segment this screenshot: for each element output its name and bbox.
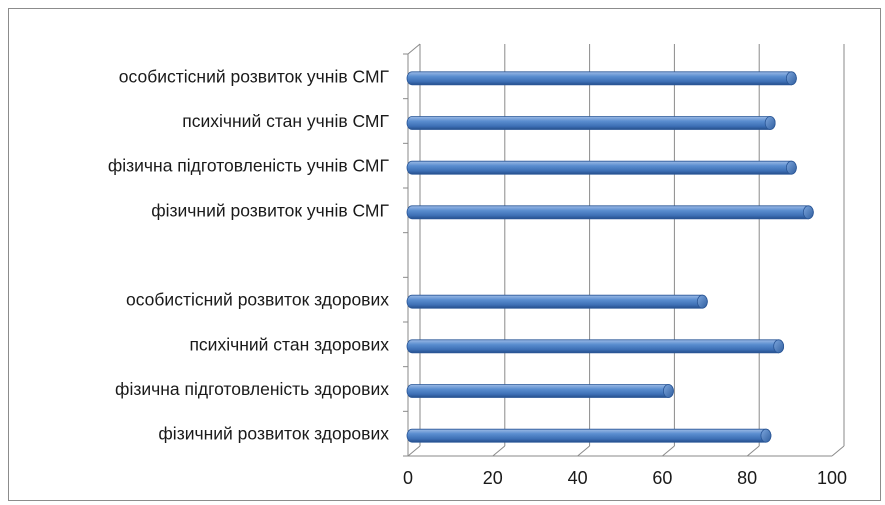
bar-body xyxy=(406,339,785,354)
bar-cap xyxy=(663,384,674,398)
x-tick-label: 60 xyxy=(652,468,672,488)
bar xyxy=(406,339,785,354)
bar-body xyxy=(406,160,797,175)
bar-body xyxy=(406,294,708,309)
floor-line xyxy=(662,445,675,457)
bar-body xyxy=(406,428,772,443)
bar-cap xyxy=(802,205,814,220)
category-label: фізична підготовленість учнів СМГ xyxy=(108,156,390,176)
bar-cap xyxy=(760,428,772,443)
x-tick-label: 100 xyxy=(817,468,847,488)
bar xyxy=(406,205,814,220)
tick-labels: 0 20 40 60 80 100 xyxy=(403,468,847,488)
floor-line xyxy=(407,445,421,457)
x-tick-label: 20 xyxy=(483,468,503,488)
bar xyxy=(406,71,797,86)
chart-frame: особистісний розвиток учнів СМГ психічний… xyxy=(8,8,881,501)
category-label: особистісний розвиток учнів СМГ xyxy=(119,66,390,86)
bar-body xyxy=(406,71,797,86)
category-label: психічний стан здорових xyxy=(189,334,389,354)
y-axis-top xyxy=(407,43,421,55)
bar xyxy=(406,428,772,443)
bar xyxy=(406,160,797,175)
category-label: психічний стан учнів СМГ xyxy=(182,111,389,131)
x-tick-label: 0 xyxy=(403,468,413,488)
floor-line xyxy=(746,445,760,457)
floor-line xyxy=(577,445,590,457)
bar-cap xyxy=(696,294,708,309)
bar-chart: особистісний розвиток учнів СМГ психічний… xyxy=(108,43,847,488)
bar xyxy=(406,116,776,130)
bar-cap xyxy=(785,71,797,86)
bar-body xyxy=(406,205,814,220)
grid xyxy=(407,44,845,457)
bar-body xyxy=(406,116,776,130)
bar-cap xyxy=(785,160,797,175)
category-label: фізичний розвиток здорових xyxy=(158,424,389,444)
category-label: фізична підготовленість здорових xyxy=(115,379,389,399)
bar-body xyxy=(406,384,674,398)
x-tick-label: 40 xyxy=(568,468,588,488)
floor-line xyxy=(831,445,845,457)
category-labels: особистісний розвиток учнів СМГ психічний… xyxy=(108,66,390,443)
bar-cap xyxy=(773,339,785,354)
category-label: фізичний розвиток учнів СМГ xyxy=(151,200,389,220)
bar xyxy=(406,294,708,309)
bar-cap xyxy=(764,116,776,130)
bars xyxy=(406,71,814,443)
bar xyxy=(406,384,674,398)
x-tick-label: 80 xyxy=(737,468,757,488)
floor-line xyxy=(492,445,506,457)
category-label: особистісний розвиток здорових xyxy=(126,290,389,310)
